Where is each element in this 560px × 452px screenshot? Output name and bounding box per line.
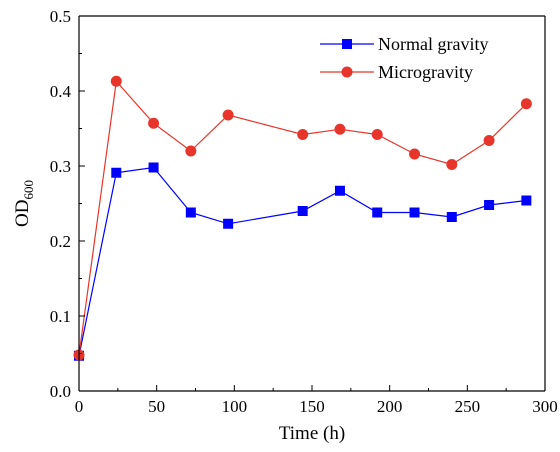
data-point-circle [148, 117, 160, 129]
data-point-square [372, 207, 383, 218]
x-tick-label: 250 [455, 397, 481, 416]
legend-label: Microgravity [378, 62, 473, 82]
data-point-square [409, 207, 420, 218]
y-axis-title-main: OD [12, 200, 33, 227]
data-point-circle [409, 148, 421, 160]
y-axis-title-subscript: 600 [21, 180, 36, 200]
data-point-circle [297, 129, 309, 140]
y-tick-label: 0.2 [50, 232, 71, 251]
data-point-circle [110, 75, 122, 87]
data-point-circle [222, 109, 234, 121]
legend-marker-square [342, 39, 352, 49]
legend-label: Normal gravity [378, 34, 488, 54]
y-axis-title: OD600 [12, 180, 36, 227]
y-tick-label: 0.3 [50, 157, 71, 176]
series-layer [73, 75, 532, 361]
x-tick-label: 100 [222, 397, 248, 416]
data-point-square [297, 206, 308, 216]
data-point-circle [483, 135, 495, 146]
data-point-circle [446, 159, 458, 170]
ticks: 0 50 100 150 200 250 300 0.0 0.1 0.2 0.3 0.4 0.5 [50, 7, 558, 416]
legend-marker-circle [341, 66, 353, 78]
axes [78, 15, 546, 392]
data-point-square [223, 218, 234, 229]
data-point-circle [185, 145, 197, 157]
x-tick-label: 150 [299, 397, 325, 416]
legend-item: Microgravity [320, 62, 473, 82]
series-line [78, 166, 527, 356]
data-point-circle [520, 98, 532, 110]
series-line [78, 79, 527, 356]
x-axis-title: Time (h) [279, 423, 345, 444]
data-point-square [334, 185, 345, 196]
data-point-circle [371, 129, 383, 140]
data-point-circle [334, 123, 346, 135]
data-point-square [185, 207, 196, 218]
legend: Normal gravity Microgravity [320, 34, 488, 82]
y-tick-label: 0.1 [50, 307, 71, 326]
y-tick-label: 0.5 [50, 7, 71, 26]
x-tick-label: 300 [532, 397, 558, 416]
data-point-square [446, 212, 457, 222]
x-tick-label: 0 [75, 397, 84, 416]
x-tick-label: 200 [377, 397, 403, 416]
x-tick-label: 50 [148, 397, 165, 416]
legend-item: Normal gravity [320, 34, 488, 54]
y-tick-label: 0.4 [50, 82, 72, 101]
data-point-square [484, 200, 495, 210]
y-tick-label: 0.0 [50, 382, 71, 401]
data-point-square [521, 195, 532, 206]
data-point-square [111, 167, 122, 178]
data-point-square [148, 162, 159, 173]
